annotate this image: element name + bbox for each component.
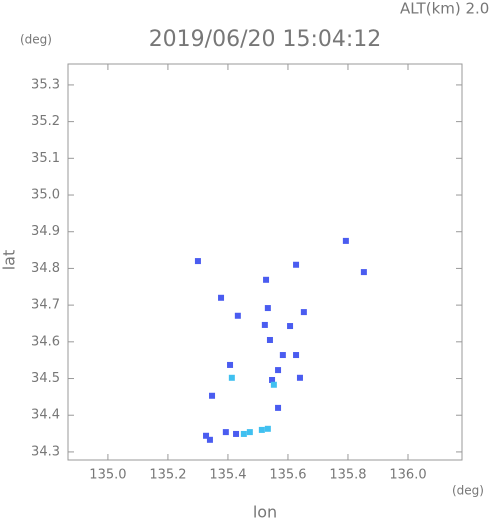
radar-echo (218, 294, 225, 301)
radar-echo (222, 429, 229, 436)
radar-echo (209, 392, 216, 399)
y-tick-label: 34.4 (31, 408, 60, 423)
radar-echo (266, 336, 273, 343)
y-tick-label: 35.2 (31, 114, 60, 129)
radar-echo (342, 237, 349, 244)
radar-echo (258, 426, 265, 433)
radar-echo (234, 312, 241, 319)
radar-echo (293, 261, 300, 268)
radar-echo (264, 305, 271, 312)
x-unit: (deg) (452, 484, 484, 498)
x-tick-label: 135.0 (89, 468, 126, 483)
radar-echo (300, 309, 307, 316)
y-axis-label: lat (0, 250, 19, 271)
radar-echo (275, 404, 282, 411)
radar-echo (275, 367, 282, 374)
y-tick-label: 35.3 (31, 77, 60, 92)
chart-title: 2019/06/20 15:04:12 (149, 27, 382, 52)
radar-echo (194, 258, 201, 265)
radar-echo (270, 381, 277, 388)
radar-echo (293, 352, 300, 359)
y-tick-label: 34.5 (31, 371, 60, 386)
y-tick-label: 34.9 (31, 224, 60, 239)
x-tick-label: 135.8 (329, 468, 366, 483)
radar-echo (233, 430, 240, 437)
y-tick-label: 34.6 (31, 334, 60, 349)
radar-echo (227, 361, 234, 368)
radar-echo (228, 374, 235, 381)
radar-echo (264, 425, 271, 432)
x-tick-label: 135.2 (149, 468, 186, 483)
x-axis-label: lon (253, 503, 277, 521)
radar-echo (279, 352, 286, 359)
y-tick-label: 34.8 (31, 261, 60, 276)
radar-echo (246, 429, 253, 436)
x-tick-label: 135.4 (209, 468, 246, 483)
y-tick-label: 35.1 (31, 151, 60, 166)
radar-echo (240, 430, 247, 437)
radar-echo (287, 323, 294, 330)
radar-echo (263, 276, 270, 283)
radar-echo (360, 269, 367, 276)
y-tick-label: 35.0 (31, 188, 60, 203)
radar-echo (261, 321, 268, 328)
x-tick-label: 136.0 (389, 468, 426, 483)
radar-echo (206, 436, 213, 443)
radar-echo (296, 374, 303, 381)
subtitle: ALT(km) 2.0 (400, 0, 489, 18)
radar-echo (269, 376, 276, 383)
radar-echo (203, 432, 210, 439)
y-unit: (deg) (20, 33, 52, 47)
y-tick-label: 34.3 (31, 444, 60, 459)
y-tick-label: 34.7 (31, 298, 60, 313)
plot-frame (67, 63, 463, 461)
x-tick-label: 135.6 (269, 468, 306, 483)
